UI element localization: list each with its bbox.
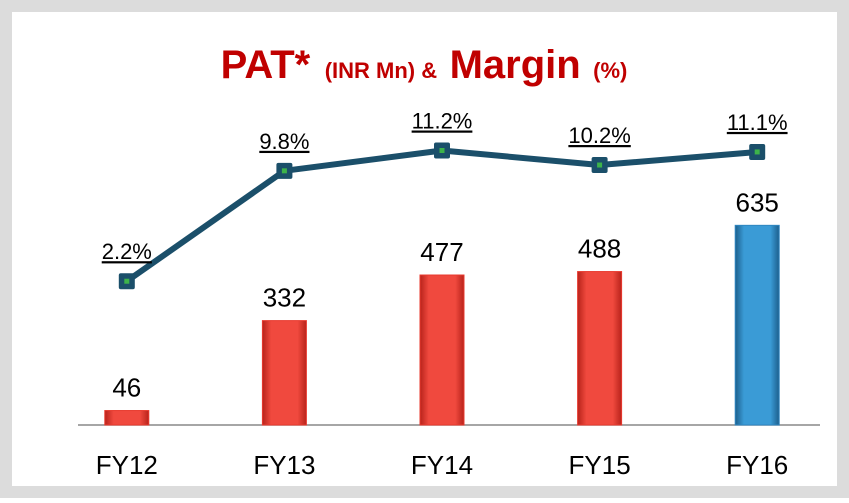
bar-value-label: 488 [578,234,621,264]
title-part: (%) [593,58,627,83]
line-value-label: 9.8% [259,129,309,154]
line-value-label: 2.2% [102,239,152,264]
marker-dot [281,168,287,174]
x-tick-label: FY12 [96,450,158,480]
marker-dot [597,162,603,168]
title-part: (INR Mn) & [325,58,438,83]
title-part: PAT* [221,43,311,87]
bar-value-label: 635 [736,187,779,217]
title-part: Margin [450,43,581,87]
line-value-label: 11.1% [727,110,788,135]
bar [104,410,150,426]
marker-dot [439,148,445,153]
x-tick-label: FY15 [569,450,631,480]
x-tick-label: FY14 [411,450,473,480]
bar-value-label: 332 [263,283,306,313]
bar [261,320,307,426]
line-value-label: 11.2% [412,109,473,134]
marker-dot [124,278,130,284]
bar-value-label: 477 [420,237,463,267]
bar [577,271,623,426]
bar-value-label: 46 [112,373,141,403]
x-tick-label: FY13 [253,450,315,480]
chart-title: PAT* (INR Mn) & Margin (%) [221,43,628,87]
marker-dot [754,149,760,155]
x-tick-label: FY16 [726,450,788,480]
bar [419,274,465,426]
bar [734,224,780,426]
line-value-label: 10.2% [568,123,630,148]
